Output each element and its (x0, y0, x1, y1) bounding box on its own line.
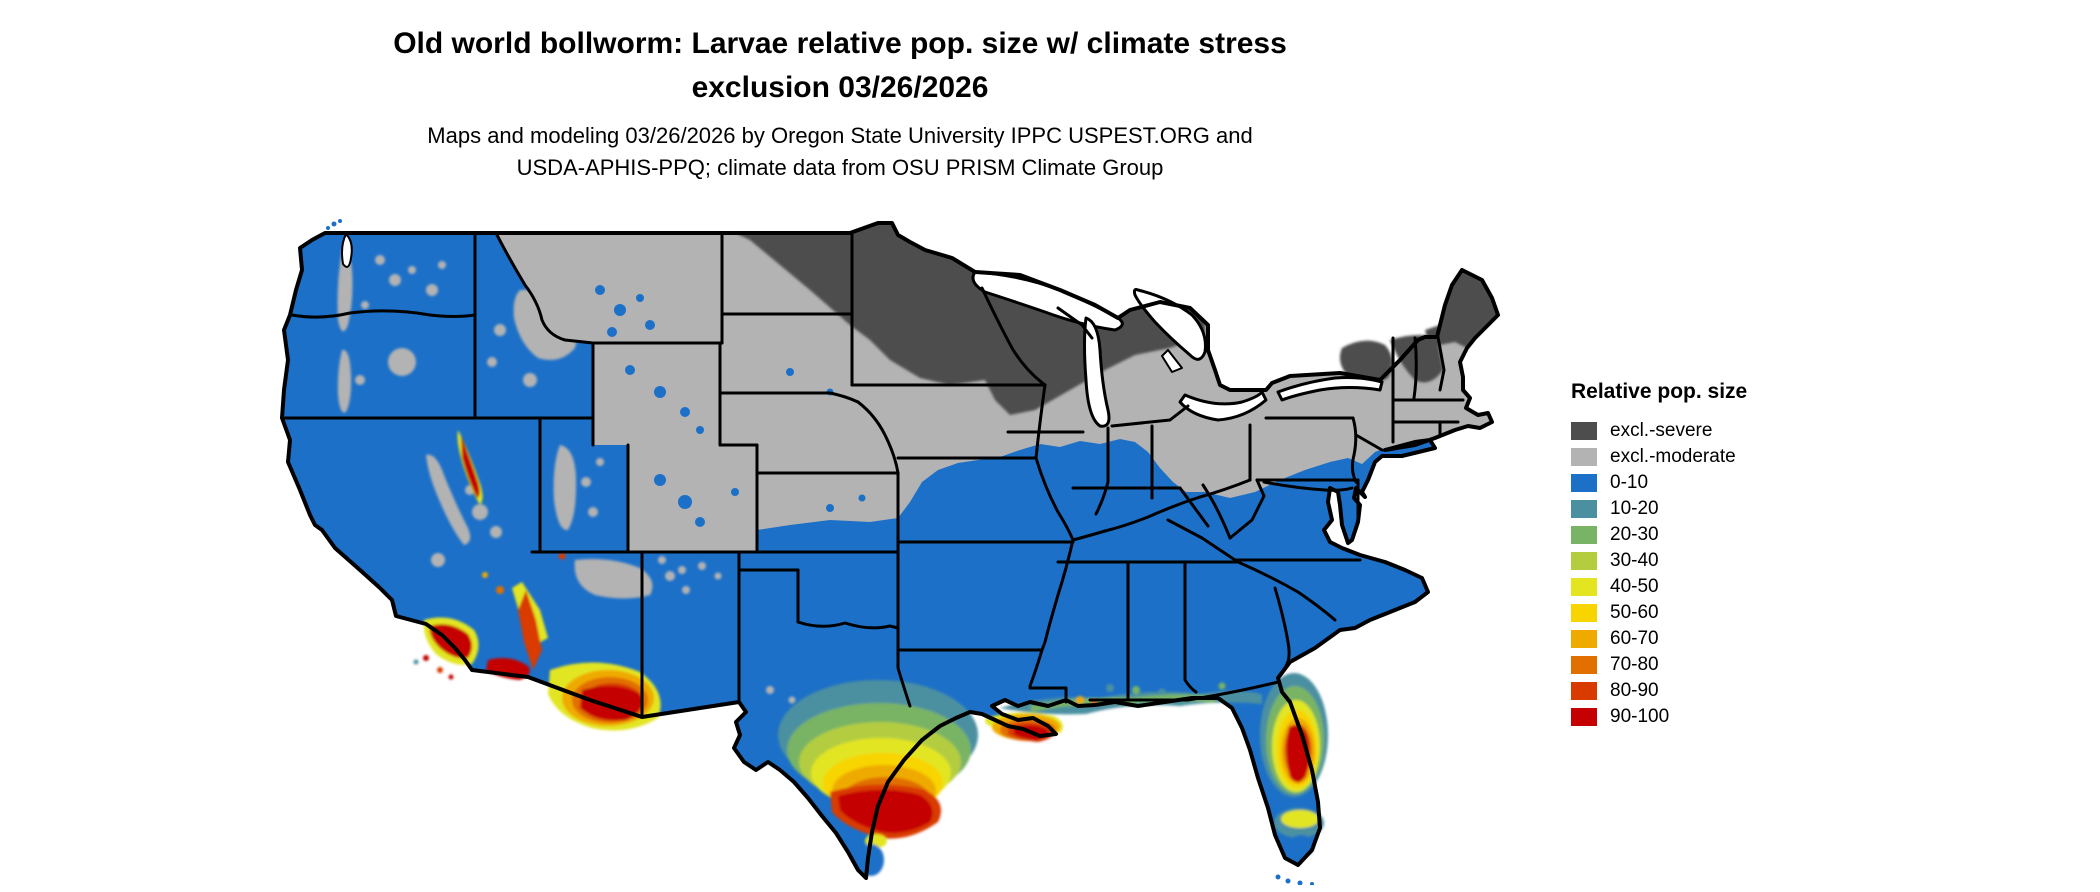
puget-sound (341, 233, 353, 268)
lake-erie (1178, 390, 1268, 422)
legend-item: 50-60 (1571, 600, 1831, 626)
map-subtitle-line1: Maps and modeling 03/26/2026 by Oregon S… (427, 123, 1253, 148)
map-title-line2: exclusion 03/26/2026 (691, 70, 989, 104)
saginaw-bay (1161, 349, 1183, 373)
legend-item: 0-10 (1571, 470, 1831, 496)
legend-swatch-90-100 (1571, 708, 1597, 726)
legend-swatch-60-70 (1571, 630, 1597, 648)
legend-swatch-10-20 (1571, 500, 1597, 518)
legend-swatch-20-30 (1571, 526, 1597, 544)
us-choropleth-map (230, 218, 1565, 886)
legend-item: 80-90 (1571, 678, 1831, 704)
lake-huron (1132, 288, 1207, 361)
legend-label: excl.-moderate (1610, 446, 1736, 467)
legend-item: 90-100 (1571, 704, 1831, 730)
legend-swatch-0-10 (1571, 474, 1597, 492)
legend-item: 20-30 (1571, 522, 1831, 548)
state-borders (280, 231, 1465, 719)
legend: Relative pop. size excl.-severe excl.-mod… (1571, 380, 1831, 730)
great-lakes (341, 233, 1384, 428)
legend-item: excl.-severe (1571, 418, 1831, 444)
legend-swatch-excl.-severe (1571, 422, 1597, 440)
legend-swatch-80-90 (1571, 682, 1597, 700)
lake-michigan (1083, 316, 1111, 428)
legend-item: 70-80 (1571, 652, 1831, 678)
map-title: Old world bollworm: Larvae relative pop.… (180, 22, 1500, 109)
legend-item: 30-40 (1571, 548, 1831, 574)
map-layer-pop-0-10 (282, 219, 1435, 886)
lake-ontario (1276, 376, 1384, 402)
legend-label: 20-30 (1610, 524, 1659, 545)
legend-item: 60-70 (1571, 626, 1831, 652)
map-title-line1: Old world bollworm: Larvae relative pop.… (393, 27, 1287, 60)
legend-swatch-50-60 (1571, 604, 1597, 622)
legend-item: 10-20 (1571, 496, 1831, 522)
legend-label: 80-90 (1610, 680, 1659, 701)
legend-label: 30-40 (1610, 550, 1659, 571)
legend-label: 10-20 (1610, 498, 1659, 519)
legend-item: 40-50 (1571, 574, 1831, 600)
legend-label: 0-10 (1610, 472, 1649, 493)
legend-swatch-70-80 (1571, 656, 1597, 674)
map-subtitle: Maps and modeling 03/26/2026 by Oregon S… (180, 120, 1500, 184)
us-map-svg (280, 219, 1500, 886)
legend-rows: excl.-severe excl.-moderate 0-10 10-20 20-30… (1571, 418, 1831, 730)
legend-swatch-30-40 (1571, 552, 1597, 570)
legend-item: excl.-moderate (1571, 444, 1831, 470)
legend-swatch-excl.-moderate (1571, 448, 1597, 466)
legend-label: 60-70 (1610, 628, 1659, 649)
legend-label: 90-100 (1610, 706, 1670, 727)
legend-label: excl.-severe (1610, 420, 1713, 441)
map-outline (280, 221, 1500, 880)
legend-label: 70-80 (1610, 654, 1659, 675)
legend-label: 50-60 (1610, 602, 1659, 623)
legend-title: Relative pop. size (1571, 380, 1748, 403)
legend-label: 40-50 (1610, 576, 1659, 597)
map-subtitle-line2: USDA-APHIS-PPQ; climate data from OSU PR… (516, 154, 1164, 180)
legend-swatch-40-50 (1571, 578, 1597, 596)
